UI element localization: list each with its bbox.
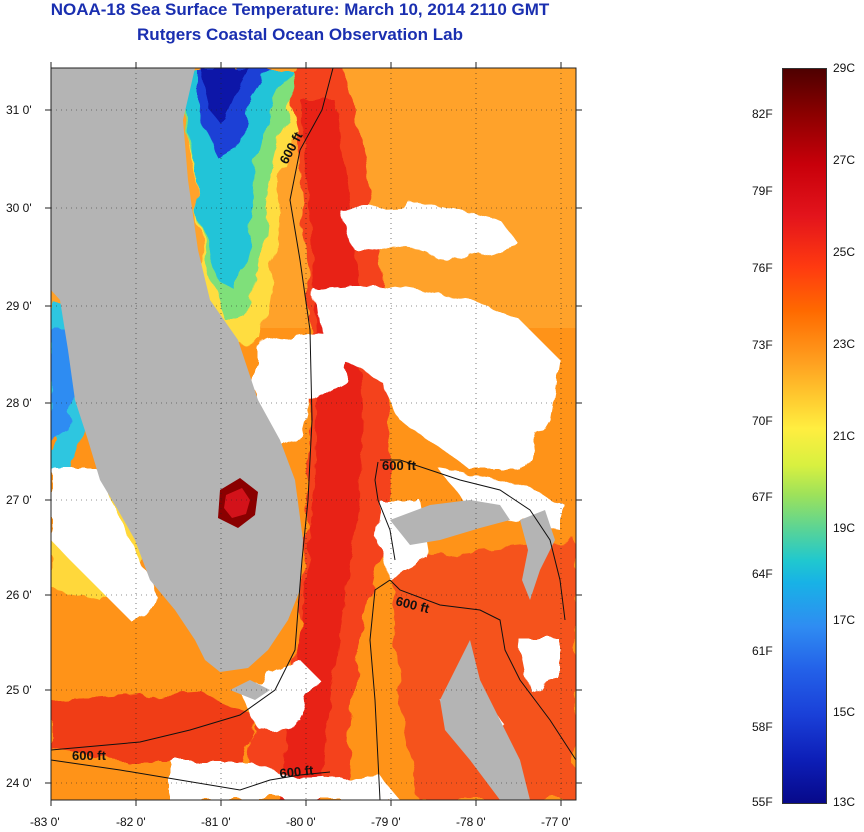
bahamas-abaco [520, 510, 555, 600]
isobath-600ft [51, 68, 576, 800]
colorbar-celsius-label: 13C [833, 795, 856, 809]
colorbar-celsius-label: 25C [833, 245, 856, 259]
colorbar-fahrenheit-label: 61F [752, 644, 773, 658]
contour-label-keys: 600 ft [72, 748, 107, 763]
colorbar-celsius-label: 15C [833, 705, 856, 719]
lon-label: -78 0' [456, 815, 486, 829]
title-line-2: Rutgers Coastal Ocean Observation Lab [137, 25, 463, 44]
contour-label-bahama-north: 600 ft [382, 458, 417, 473]
lon-label: -83 0' [30, 815, 60, 829]
colorbar-celsius-label: 29C [833, 61, 856, 75]
bahamas-grand-bahama [390, 500, 510, 545]
lat-label: 27 0' [6, 493, 32, 507]
lat-label: 28 0' [6, 396, 32, 410]
lon-label: -82 0' [116, 815, 146, 829]
lat-label: 30 0' [6, 201, 32, 215]
colorbar-celsius-label: 21C [833, 429, 856, 443]
colorbar-fahrenheit-label: 82F [752, 107, 773, 121]
lat-label: 31 0' [6, 103, 32, 117]
colorbar-fahrenheit-label: 76F [752, 261, 773, 275]
colorbar-fahrenheit-label: 58F [752, 720, 773, 734]
colorbar-fahrenheit-label: 55F [752, 795, 773, 809]
colorbar-fahrenheit-label: 64F [752, 567, 773, 581]
lon-label: -81 0' [201, 815, 231, 829]
lat-label: 29 0' [6, 299, 32, 313]
bahamas-andros [440, 640, 530, 800]
lon-label: -79 0' [371, 815, 401, 829]
colorbar-celsius-label: 19C [833, 521, 856, 535]
colorbar-fahrenheit-label: 73F [752, 338, 773, 352]
lat-label: 25 0' [6, 683, 32, 697]
colorbar-celsius-label: 23C [833, 337, 856, 351]
lat-label: 26 0' [6, 588, 32, 602]
colorbar-celsius-label: 17C [833, 613, 856, 627]
lat-label: 24 0' [6, 776, 32, 790]
map-frame [50, 67, 577, 801]
title-line-1: NOAA-18 Sea Surface Temperature: March 1… [50, 0, 550, 19]
colorbar-fahrenheit-label: 67F [752, 490, 773, 504]
temperature-colorbar [782, 68, 827, 804]
lon-label: -80 0' [286, 815, 316, 829]
lon-label: -77 0' [541, 815, 571, 829]
lat-lon-grid [51, 68, 576, 800]
colorbar-fahrenheit-label: 79F [752, 184, 773, 198]
colorbar-fahrenheit-label: 70F [752, 414, 773, 428]
contour-label-south: 600 ft [279, 762, 315, 781]
colorbar-celsius-label: 27C [833, 153, 856, 167]
